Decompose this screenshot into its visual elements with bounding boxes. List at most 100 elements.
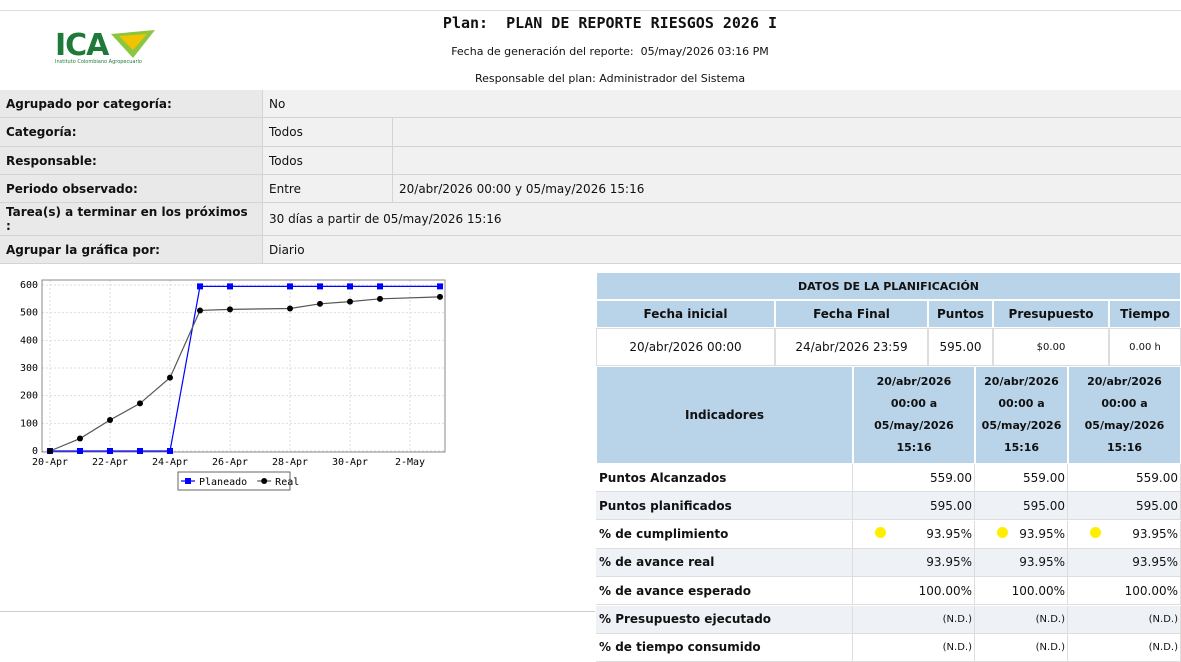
series-line — [49, 296, 441, 452]
chart: 0 100 200 300 400 500 600 20-Apr 22-Apr 24-Apr 26-… — [20, 279, 446, 491]
x-tick-label: 24-Apr — [152, 457, 188, 468]
y-tick-label: 300 — [20, 363, 38, 374]
indicator-value: 559.00 — [975, 464, 1068, 492]
point — [167, 374, 173, 381]
point — [77, 448, 83, 454]
status-dot — [875, 526, 886, 538]
indicator-value: 100.00% — [975, 577, 1068, 606]
point — [107, 448, 113, 454]
point — [197, 283, 203, 290]
point — [347, 283, 353, 290]
chart-bottom-rule — [0, 611, 595, 612]
indicator-value: 100.00% — [853, 577, 975, 606]
y-tick-label: 200 — [20, 391, 38, 402]
filter-value: 30 días a partir de 05/may/2026 15:16 — [263, 203, 1181, 236]
plan-owner: Responsable del plan: Administrador del … — [474, 72, 746, 85]
legend-label: Real — [275, 477, 299, 488]
planning-header: Fecha inicial — [596, 300, 775, 328]
indicator-header: 20/abr/2026 00:00 a 05/may/2026 15:16 — [975, 366, 1068, 464]
point — [47, 448, 53, 454]
legend-label: Planeado — [199, 477, 247, 488]
filter-label: Periodo observado: — [0, 175, 263, 203]
indicator-label: % Presupuesto ejecutado — [596, 605, 853, 634]
point — [167, 448, 173, 454]
indicator-label: % de avance real — [596, 548, 853, 577]
filter-value: Diario — [263, 236, 1181, 264]
filter-value: 20/abr/2026 00:00 y 05/may/2026 15:16 — [393, 175, 1181, 203]
x-tick-label: 28-Apr — [272, 457, 308, 468]
x-tick-label: 2-May — [395, 457, 425, 468]
point — [287, 283, 293, 290]
planning-header: Presupuesto — [993, 300, 1109, 328]
point — [137, 448, 143, 454]
point — [437, 283, 443, 290]
generated-date: Fecha de generación del reporte: 05/may/… — [451, 45, 769, 58]
report-title: Plan: PLAN DE REPORTE RIESGOS 2026 I — [442, 14, 778, 32]
filter-empty — [393, 118, 1181, 147]
point — [437, 293, 443, 300]
series-line — [50, 285, 440, 452]
x-tick-label: 20-Apr — [32, 457, 68, 468]
planning-header: Fecha Final — [775, 300, 928, 328]
indicator-header: 20/abr/2026 00:00 a 05/may/2026 15:16 — [1068, 366, 1181, 464]
logo-text: ICA — [55, 28, 109, 63]
y-tick-label: 100 — [20, 418, 38, 429]
filter-value: Todos — [263, 118, 393, 147]
planning-value: $0.00 — [993, 328, 1109, 366]
point — [377, 283, 383, 290]
filter-label: Tarea(s) a terminar en los próximos : — [0, 203, 263, 236]
point — [317, 283, 323, 290]
x-tick-label: 22-Apr — [92, 457, 128, 468]
indicator-value: (N.D.) — [1068, 633, 1181, 662]
y-tick-label: 0 — [32, 446, 38, 457]
status-dot — [1090, 526, 1101, 538]
logo-subtitle: Instituto Colombiano Agropecuario — [55, 59, 142, 65]
indicator-value: 595.00 — [1068, 492, 1181, 521]
indicator-value: 100.00% — [1068, 577, 1181, 606]
plot-frame — [41, 279, 446, 453]
indicator-label: % de cumplimiento — [596, 520, 853, 549]
indicator-value: 595.00 — [975, 492, 1068, 521]
planning-value: 24/abr/2026 23:59 — [775, 328, 928, 366]
point — [377, 295, 383, 302]
planning-value: 595.00 — [928, 328, 993, 366]
filter-label: Agrupado por categoría: — [0, 90, 263, 118]
indicator-value: (N.D.) — [853, 605, 975, 634]
indicator-value: 93.95% — [853, 520, 975, 549]
indicator-label: Puntos Alcanzados — [596, 464, 853, 492]
indicator-header: Indicadores — [596, 366, 853, 464]
legend-marker — [185, 478, 191, 484]
status-dot — [997, 526, 1008, 538]
point — [317, 300, 323, 307]
indicator-value: 93.95% — [1068, 548, 1181, 577]
y-tick-label: 400 — [20, 335, 38, 346]
indicator-label: % de tiempo consumido — [596, 633, 853, 662]
filter-value: Todos — [263, 147, 393, 175]
top-rule — [0, 10, 1181, 11]
filter-label: Responsable: — [0, 147, 263, 175]
indicator-value: 559.00 — [1068, 464, 1181, 492]
indicator-value: 93.95% — [975, 548, 1068, 577]
x-tick-label: 30-Apr — [332, 457, 368, 468]
indicator-value: (N.D.) — [1068, 605, 1181, 634]
point — [227, 306, 233, 313]
indicator-value: 595.00 — [853, 492, 975, 521]
planning-header: Tiempo — [1109, 300, 1181, 328]
logo-mark — [111, 30, 155, 58]
indicator-label: Puntos planificados — [596, 492, 853, 521]
indicator-value: 93.95% — [975, 520, 1068, 549]
x-tick-label: 26-Apr — [212, 457, 248, 468]
point — [107, 417, 113, 424]
filter-label: Categoría: — [0, 118, 263, 147]
indicator-value: (N.D.) — [975, 633, 1068, 662]
planning-value: 0.00 h — [1109, 328, 1181, 366]
planning-title: DATOS DE LA PLANIFICACIÓN — [596, 272, 1181, 300]
indicator-value: 93.95% — [1068, 520, 1181, 549]
y-tick-label: 500 — [20, 308, 38, 319]
indicator-header: 20/abr/2026 00:00 a 05/may/2026 15:16 — [853, 366, 975, 464]
indicator-label: % de avance esperado — [596, 577, 853, 606]
point — [197, 307, 203, 314]
indicator-value: 559.00 — [853, 464, 975, 492]
point — [227, 283, 233, 290]
